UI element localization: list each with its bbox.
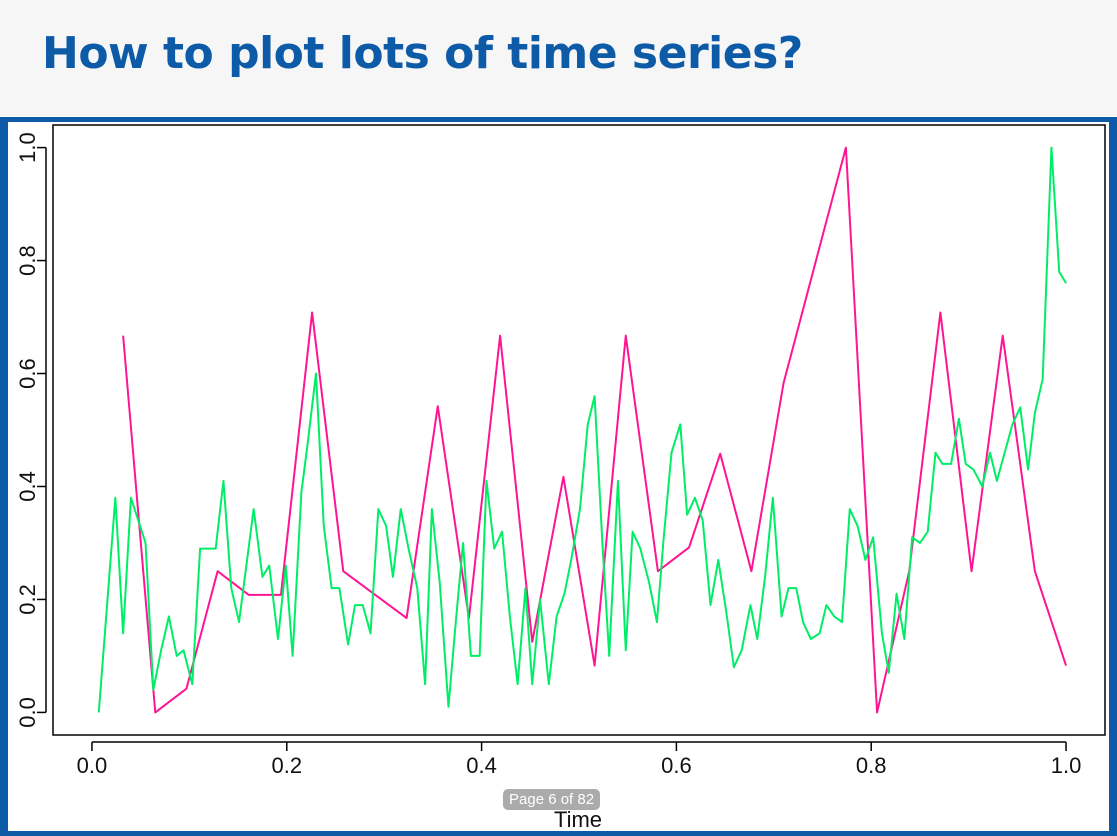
x-tick-label: 0.8 <box>856 753 887 778</box>
y-tick-label: 0.0 <box>15 697 40 728</box>
y-tick-label: 1.0 <box>15 132 40 163</box>
y-tick-label: 0.8 <box>15 245 40 276</box>
slide-title: How to plot lots of time series? <box>42 28 803 79</box>
y-tick-label: 0.4 <box>15 471 40 502</box>
series-line <box>97 146 1067 713</box>
page-indicator: Page 6 of 82 <box>503 789 601 810</box>
plot-box <box>52 124 1106 736</box>
y-tick-label: 0.6 <box>15 358 40 389</box>
chart-background <box>8 122 1109 831</box>
series-line <box>122 146 1067 714</box>
x-tick-label: 0.2 <box>271 753 302 778</box>
x-tick-label: 0.0 <box>77 753 108 778</box>
x-tick-label: 0.6 <box>661 753 692 778</box>
x-tick-label: 1.0 <box>1051 753 1082 778</box>
y-tick-label: 0.2 <box>15 584 40 615</box>
x-tick-label: 0.4 <box>466 753 497 778</box>
slide-header: How to plot lots of time series? <box>0 0 1117 116</box>
x-axis-label: Time <box>554 807 602 832</box>
